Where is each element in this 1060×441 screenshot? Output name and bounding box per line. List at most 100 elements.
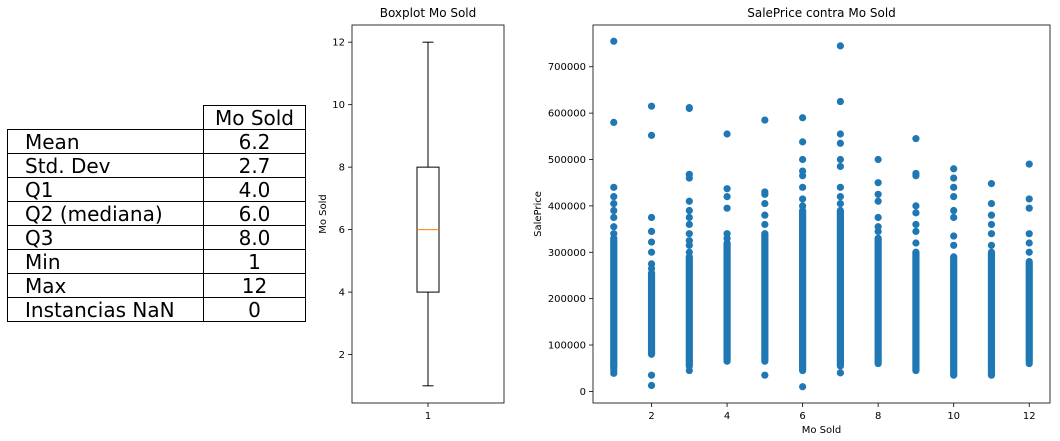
scatter-point bbox=[723, 230, 731, 238]
scatter-point bbox=[761, 199, 769, 208]
scatter-point-band bbox=[761, 230, 769, 365]
scatter-y-tick-label: 0 bbox=[580, 387, 586, 398]
stats-row-value: 4.0 bbox=[203, 177, 306, 202]
scatter-point bbox=[761, 371, 769, 379]
scatter-point bbox=[874, 223, 882, 231]
scatter-point bbox=[799, 114, 807, 122]
stats-table-row: Std. Dev 2.7 bbox=[7, 153, 306, 178]
scatter-point bbox=[912, 202, 920, 210]
stats-row-value: 0 bbox=[203, 297, 306, 322]
scatter-point bbox=[647, 371, 656, 379]
scatter-point bbox=[685, 237, 693, 245]
scatter-y-tick-label: 400000 bbox=[548, 201, 586, 212]
scatter-point bbox=[761, 220, 769, 229]
scatter-point bbox=[647, 213, 656, 222]
boxplot-y-tick-label: 2 bbox=[339, 350, 345, 361]
stats-row-label: Std. Dev bbox=[7, 153, 204, 178]
scatter-point bbox=[836, 139, 844, 147]
scatter-point bbox=[610, 193, 618, 201]
scatter-point bbox=[799, 195, 807, 203]
boxplot-y-tick-label: 4 bbox=[339, 288, 345, 299]
scatter-point bbox=[987, 241, 996, 249]
boxplot-y-tick-label: 12 bbox=[332, 38, 345, 49]
boxplot-y-tick-label: 10 bbox=[332, 100, 345, 111]
scatter-point bbox=[799, 155, 807, 164]
scatter-point bbox=[685, 230, 693, 238]
boxplot-title: Boxplot Mo Sold bbox=[380, 6, 477, 20]
stats-row-label: Q2 (mediana) bbox=[7, 201, 204, 226]
stats-table: Mo Sold Mean 6.2 Std. Dev 2.7 Q1 4.0 Q2 (media… bbox=[7, 105, 306, 322]
scatter-point-band bbox=[987, 248, 996, 379]
scatter-y-tick-label: 200000 bbox=[548, 294, 586, 305]
scatter-point bbox=[610, 223, 618, 231]
scatter-point-band bbox=[836, 206, 844, 370]
boxplot-x-tick-label: 1 bbox=[425, 411, 431, 422]
scatter-point bbox=[647, 248, 656, 256]
stats-row-label: Max bbox=[7, 273, 204, 298]
scatter-point bbox=[723, 193, 731, 201]
scatter-point-band bbox=[647, 269, 656, 358]
stats-table-header-row: Mo Sold bbox=[8, 105, 306, 130]
scatter-point bbox=[685, 103, 693, 112]
scatter-point bbox=[761, 116, 769, 124]
scatter-plot-frame bbox=[592, 24, 1051, 404]
scatter-point bbox=[723, 204, 731, 212]
boxplot-chart: Boxplot Mo Sold 2 4 6 8 10 12 Mo Sold 1 bbox=[318, 6, 505, 422]
scatter-point bbox=[647, 381, 656, 390]
stats-column-header: Mo Sold bbox=[203, 105, 306, 130]
scatter-point-band bbox=[610, 234, 618, 372]
scatter-point bbox=[950, 241, 958, 249]
scatter-point-band bbox=[874, 234, 882, 368]
scatter-point bbox=[799, 183, 807, 191]
scatter-point bbox=[836, 130, 844, 138]
scatter-point bbox=[1025, 248, 1033, 256]
scatter-point bbox=[610, 366, 618, 375]
stats-row-value: 8.0 bbox=[203, 225, 306, 250]
scatter-point bbox=[685, 248, 693, 256]
scatter-point-band bbox=[685, 253, 693, 370]
scatter-point bbox=[1025, 230, 1033, 238]
scatter-point-band bbox=[950, 253, 958, 379]
scatter-point bbox=[610, 213, 618, 222]
scatter-point bbox=[874, 179, 882, 187]
scatter-point bbox=[685, 366, 693, 375]
stats-row-label: Q3 bbox=[7, 225, 204, 250]
scatter-point bbox=[647, 131, 656, 139]
scatter-point bbox=[950, 232, 958, 240]
scatter-point bbox=[761, 188, 769, 196]
scatter-point bbox=[987, 180, 996, 188]
scatter-point bbox=[610, 359, 618, 368]
scatter-point bbox=[647, 238, 656, 246]
scatter-point bbox=[987, 230, 996, 238]
scatter-x-tick-label: 12 bbox=[1023, 411, 1036, 422]
scatter-x-tick-label: 8 bbox=[875, 411, 881, 422]
scatter-point bbox=[950, 165, 958, 173]
scatter-point bbox=[836, 369, 844, 377]
scatter-point bbox=[799, 138, 807, 146]
scatter-point-band bbox=[1025, 257, 1033, 365]
scatter-point bbox=[874, 213, 882, 222]
scatter-point bbox=[1025, 239, 1033, 247]
scatter-point bbox=[685, 206, 693, 215]
scatter-point bbox=[912, 227, 920, 235]
scatter-y-axis-label: SalePrice bbox=[533, 191, 544, 237]
scatter-point bbox=[874, 197, 882, 205]
stats-row-label: Min bbox=[7, 249, 204, 274]
stats-row-label: Instancias NaN bbox=[7, 297, 204, 322]
scatter-point bbox=[610, 118, 618, 126]
scatter-point bbox=[610, 206, 618, 215]
scatter-point bbox=[1025, 160, 1033, 168]
scatter-x-tick-label: 10 bbox=[947, 411, 960, 422]
scatter-y-tick-label: 100000 bbox=[548, 341, 586, 352]
scatter-x-tick-label: 6 bbox=[799, 411, 805, 422]
scatter-point bbox=[1025, 195, 1033, 203]
scatter-point-band bbox=[799, 206, 807, 375]
scatter-point bbox=[685, 197, 693, 205]
scatter-point bbox=[987, 220, 996, 229]
scatter-point bbox=[912, 239, 920, 247]
scatter-point bbox=[836, 155, 844, 164]
scatter-point bbox=[987, 211, 996, 219]
stats-table-row: Q1 4.0 bbox=[7, 177, 306, 202]
scatter-point bbox=[723, 130, 731, 138]
scatter-point bbox=[874, 155, 882, 164]
